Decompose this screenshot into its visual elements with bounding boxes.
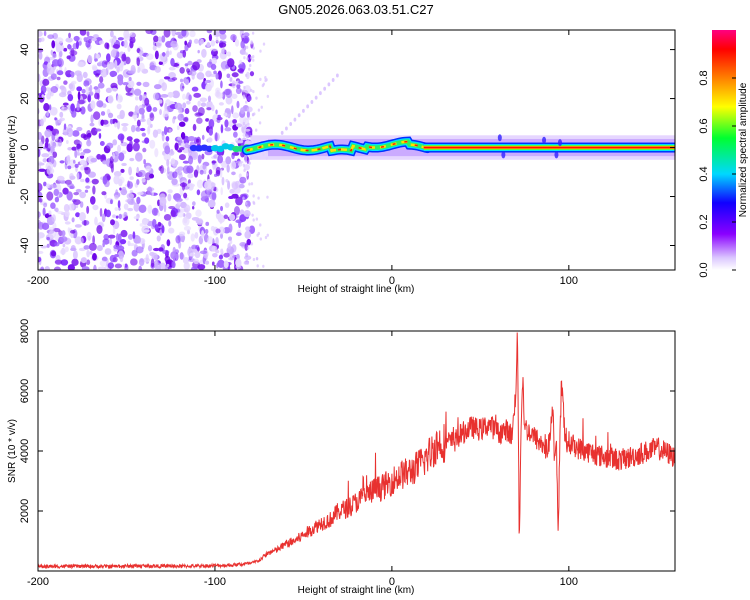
spectrogram-xlabel: Height of straight line (km) [298, 284, 415, 295]
snr-xtick-label: 100 [560, 576, 578, 588]
spectrogram-ylabel: Frequency (Hz) [7, 116, 18, 185]
snr-xtick-label: -100 [204, 576, 226, 588]
spectrogram-frame [37, 29, 676, 271]
spectrogram-ytick-label: 20 [19, 92, 31, 104]
colorbar-tick-label: 0.8 [698, 70, 710, 85]
colorbar-gradient [712, 30, 736, 270]
snr-panel: -200 -100 0 100 2000 4000 6000 8000 Height of s… [7, 319, 676, 596]
colorbar-tick-label: 0.4 [698, 166, 710, 181]
spectrogram-ytick-label: 0 [19, 144, 31, 150]
snr-ytick-label: 4000 [19, 439, 31, 463]
spectrogram-xtick-label: -200 [27, 275, 49, 287]
spectrogram-noise [38, 30, 339, 270]
spectrogram-ytick-label: -20 [19, 189, 31, 205]
snr-ytick-label: 8000 [19, 319, 31, 343]
spectrogram-xtick-label: 100 [560, 275, 578, 287]
spectrogram-signal [189, 134, 675, 160]
spectrogram-xtick-label: -100 [204, 275, 226, 287]
snr-xtick-label: 0 [389, 576, 395, 588]
snr-ylabel: SNR (10 * v/v) [7, 419, 18, 483]
snr-axes: -200 -100 0 100 2000 4000 6000 8000 [19, 319, 675, 588]
snr-ytick-label: 2000 [19, 499, 31, 523]
colorbar-tick-label: 0.0 [698, 262, 710, 277]
colorbar: 0.0 0.2 0.4 0.6 0.8 Normalized spectral ampl… [698, 30, 749, 278]
snr-xtick-label: -200 [27, 576, 49, 588]
spectrogram-xtick-label: 0 [389, 275, 395, 287]
colorbar-tick-label: 0.2 [698, 214, 710, 229]
snr-ytick-label: 6000 [19, 379, 31, 403]
snr-xlabel: Height of straight line (km) [298, 585, 415, 596]
colorbar-ticks: 0.0 0.2 0.4 0.6 0.8 [698, 70, 736, 278]
colorbar-label: Normalized spectral amplitude [738, 82, 749, 217]
figure-title: GN05.2026.063.03.51.C27 [278, 2, 433, 17]
spectrogram-ytick-label: -40 [19, 238, 31, 254]
spectrogram-ytick-label: 40 [19, 43, 31, 55]
snr-series-line [38, 332, 675, 570]
snr-plot-area [38, 331, 675, 571]
colorbar-tick-label: 0.6 [698, 118, 710, 133]
